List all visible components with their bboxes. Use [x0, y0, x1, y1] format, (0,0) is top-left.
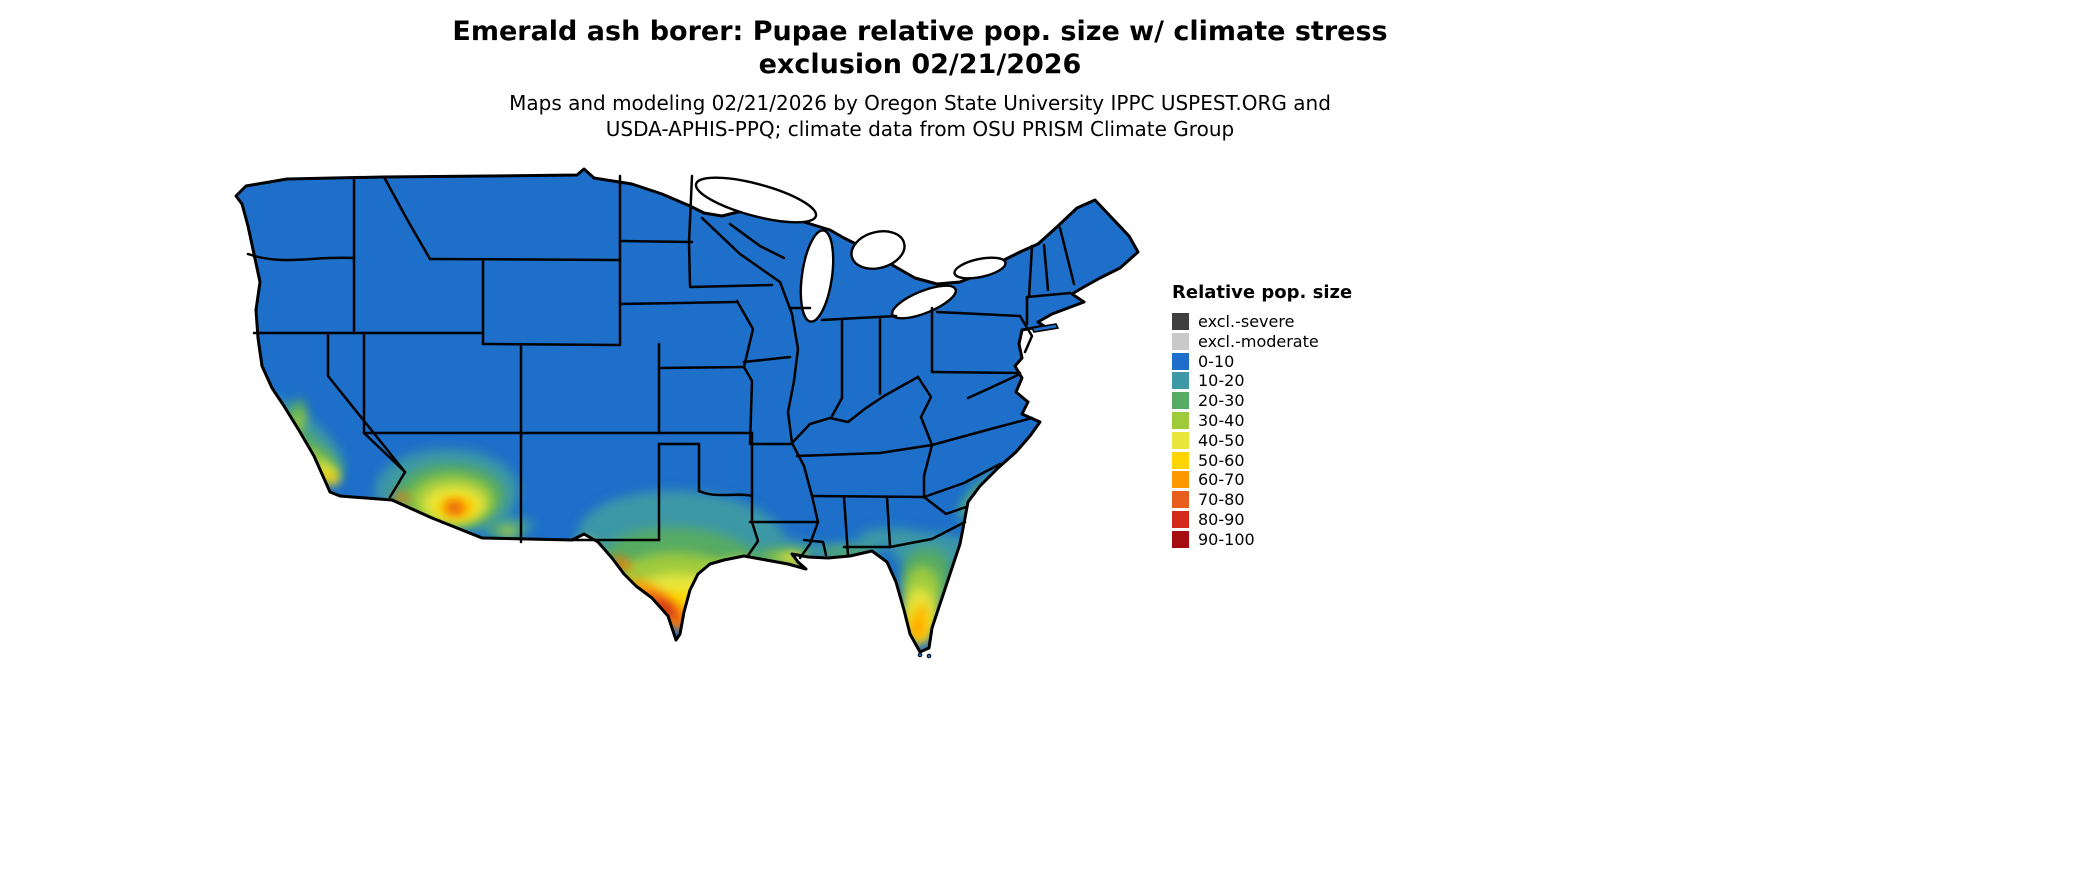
legend-swatch [1172, 313, 1189, 330]
legend-row: 70-80 [1172, 490, 1352, 510]
legend-row: excl.-severe [1172, 312, 1352, 331]
legend-label: excl.-severe [1198, 312, 1295, 331]
legend-swatch [1172, 372, 1189, 390]
legend-label: 0-10 [1198, 351, 1235, 371]
legend-label: 60-70 [1198, 470, 1245, 490]
legend-row: 50-60 [1172, 450, 1352, 470]
florida-key [926, 653, 932, 659]
legend-swatch [1172, 491, 1189, 509]
legend-label: 30-40 [1198, 410, 1245, 430]
subtitle-line-2: USDA-APHIS-PPQ; climate data from OSU PR… [605, 117, 1235, 141]
legend-swatch [1172, 510, 1189, 528]
legend-row: 40-50 [1172, 430, 1352, 450]
legend-row: 10-20 [1172, 371, 1352, 391]
lake-ontario-icon [953, 256, 1007, 280]
heat-layer-90-100 [453, 507, 671, 615]
legend-row: 0-10 [1172, 351, 1352, 371]
state-boundaries [246, 174, 1076, 560]
legend-swatch [1172, 352, 1189, 370]
legend-label: excl.-moderate [1198, 331, 1319, 351]
legend-row: 80-90 [1172, 509, 1352, 529]
us-map [232, 166, 1140, 666]
great-lakes [694, 176, 1007, 323]
legend-row: 20-30 [1172, 391, 1352, 411]
legend-label: 10-20 [1198, 371, 1245, 391]
florida-key [917, 652, 923, 658]
long-island [1030, 323, 1060, 333]
legend-label: 80-90 [1198, 509, 1245, 529]
lake-erie-icon [891, 284, 957, 320]
legend-row: 30-40 [1172, 410, 1352, 430]
legend-swatch [1172, 530, 1189, 548]
legend-swatch [1172, 431, 1189, 449]
legend-swatch [1172, 332, 1189, 350]
figure-subtitle: Maps and modeling 02/21/2026 by Oregon S… [0, 90, 1840, 142]
legend-label: 70-80 [1198, 490, 1245, 510]
map-legend: Relative pop. size excl.-severe excl.-mo… [1172, 282, 1352, 551]
legend-swatch [1172, 411, 1189, 429]
legend-row: 60-70 [1172, 470, 1352, 490]
title-line-2: exclusion 02/21/2026 [758, 48, 1082, 80]
lake-michigan-icon [799, 229, 835, 323]
legend-label: 20-30 [1198, 391, 1245, 411]
legend-label: 90-100 [1198, 529, 1255, 549]
us-map-svg [234, 167, 1140, 659]
legend-title: Relative pop. size [1172, 282, 1353, 303]
legend-label: 50-60 [1198, 450, 1245, 470]
lake-superior-icon [694, 176, 818, 224]
legend-swatch [1172, 471, 1189, 489]
subtitle-line-1: Maps and modeling 02/21/2026 by Oregon S… [509, 91, 1331, 115]
legend-swatch [1172, 392, 1189, 410]
title-line-1: Emerald ash borer: Pupae relative pop. s… [452, 16, 1388, 47]
figure-title: Emerald ash borer: Pupae relative pop. s… [0, 16, 1840, 82]
legend-row: excl.-moderate [1172, 331, 1352, 351]
legend-label: 40-50 [1198, 430, 1245, 450]
legend-swatch [1172, 451, 1189, 469]
lake-huron-icon [850, 230, 906, 270]
legend-row: 90-100 [1172, 529, 1352, 549]
coastal-islands [917, 323, 1060, 659]
